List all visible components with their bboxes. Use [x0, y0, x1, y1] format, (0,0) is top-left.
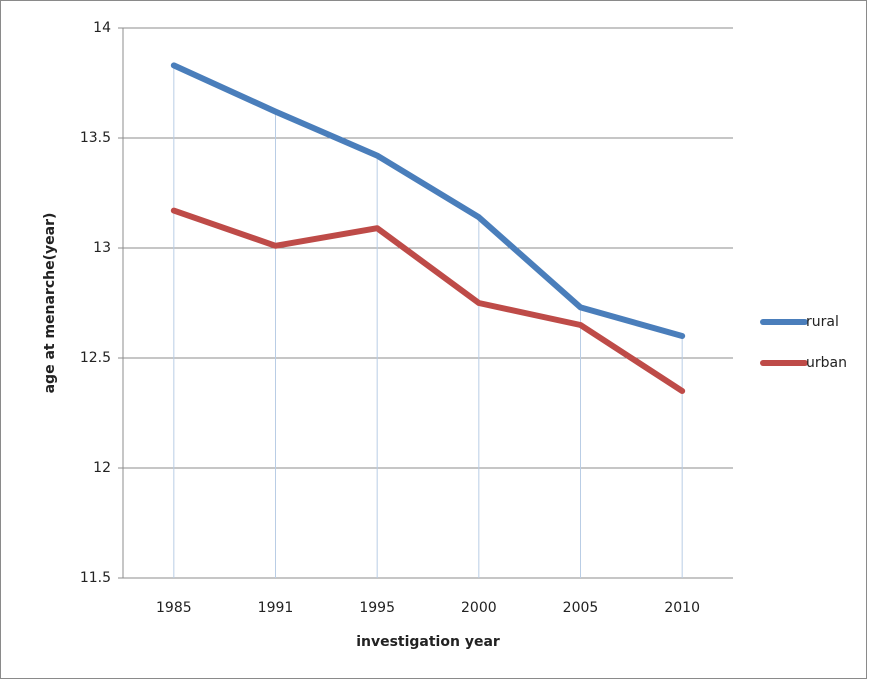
x-tick-label: 1995	[359, 600, 395, 616]
x-tick-label: 2000	[461, 600, 497, 616]
y-tick-label: 14	[93, 20, 111, 36]
series-line	[170, 62, 686, 339]
x-tick-label: 1991	[258, 600, 294, 616]
y-tick-label: 13.5	[80, 130, 111, 146]
series-line	[170, 207, 686, 394]
x-tick-label: 2010	[664, 600, 700, 616]
y-tick-label: 11.5	[80, 570, 111, 586]
x-tick-label: 1985	[156, 600, 192, 616]
legend-label: rural	[806, 314, 839, 330]
legend-label: urban	[806, 355, 847, 371]
y-tick-label: 13	[93, 240, 111, 256]
x-tick-label: 2005	[563, 600, 599, 616]
y-tick-label: 12	[93, 460, 111, 476]
y-tick-label: 12.5	[80, 350, 111, 366]
x-axis-label: investigation year	[356, 634, 500, 650]
y-axis-label: age at menarche(year)	[42, 213, 58, 394]
